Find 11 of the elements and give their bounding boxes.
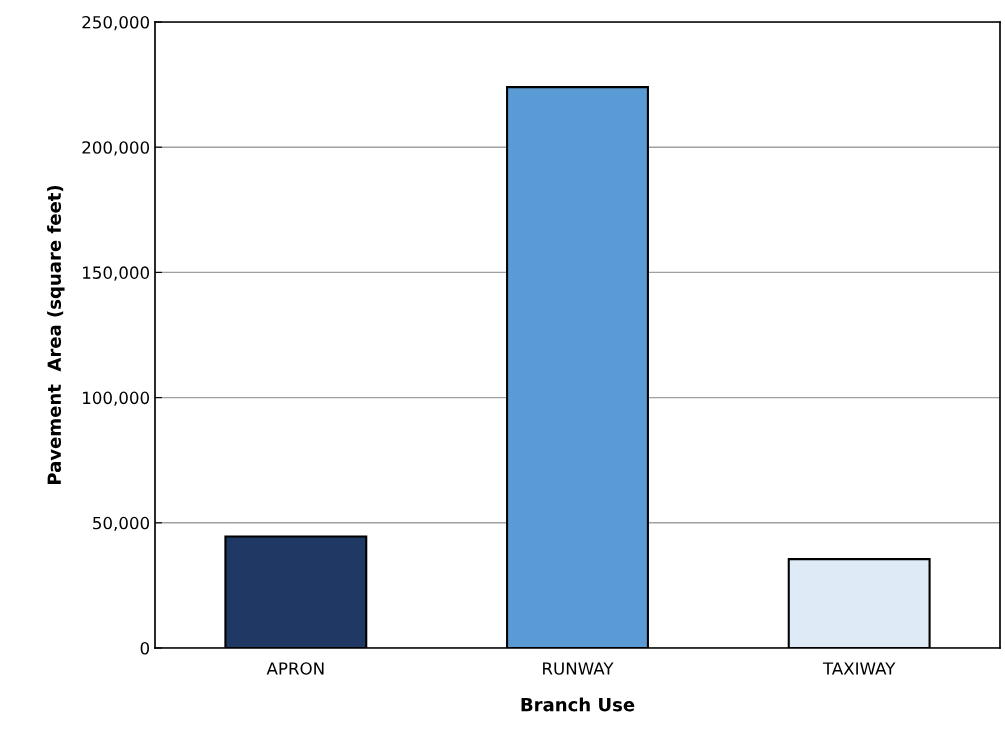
- y-tick-label: 150,000: [83, 266, 150, 281]
- y-tick-label: 50,000: [93, 516, 150, 532]
- y-axis-title: Pavement Area (square feet): [47, 185, 65, 484]
- y-tick-label: 0: [140, 641, 150, 655]
- y-tick-label: 250,000: [82, 15, 150, 31]
- x-axis-title: Branch Use: [521, 697, 635, 712]
- x-tick-label: RUNWAY: [543, 662, 614, 675]
- x-tick-label: APRON: [266, 662, 324, 675]
- y-tick-label: 200,000: [82, 141, 150, 156]
- y-tick-label: 100,000: [83, 391, 150, 406]
- x-tick-label: TAXIWAY: [822, 662, 896, 675]
